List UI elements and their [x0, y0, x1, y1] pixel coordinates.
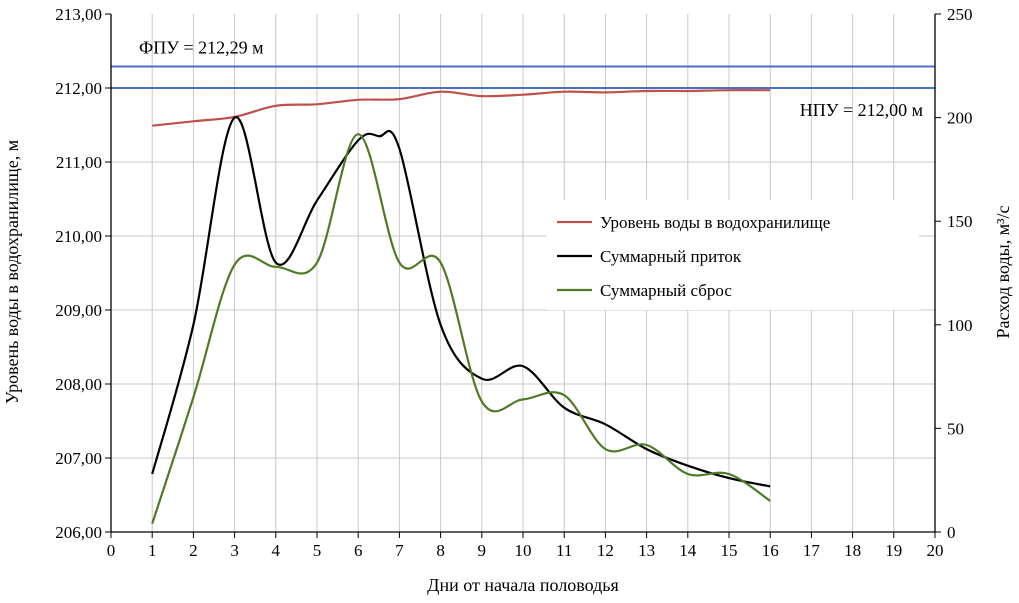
- y-right-tick-label: 50: [947, 419, 964, 438]
- x-tick-label: 2: [189, 541, 198, 560]
- legend: Уровень воды в водохранилище Суммарный пр…: [557, 213, 830, 300]
- tick-labels: 0 1 2 3 4 5 6 7 8 9 10 11 12 13 14 15 16 17 18 19 20206,0020…: [55, 5, 972, 560]
- x-tick-label: 3: [230, 541, 239, 560]
- x-tick-label: 19: [885, 541, 902, 560]
- y-left-tick-label: 206,00: [55, 523, 102, 542]
- x-tick-label: 10: [515, 541, 532, 560]
- y-right-axis-title: Расход воды, м³/с: [993, 205, 1013, 338]
- y-left-tick-label: 207,00: [55, 449, 102, 468]
- axes: [105, 13, 941, 538]
- series-layer: [151, 89, 771, 525]
- x-tick-label: 12: [597, 541, 614, 560]
- legend-label: Суммарный сброс: [600, 281, 732, 300]
- x-tick-label: 18: [844, 541, 861, 560]
- reference-line-label: ФПУ = 212,29 м: [139, 38, 264, 58]
- y-left-axis-title: Уровень воды в водохранилище, м: [2, 140, 22, 404]
- x-tick-label: 20: [927, 541, 944, 560]
- x-tick-label: 9: [478, 541, 487, 560]
- reference-line-label: НПУ = 212,00 м: [800, 100, 923, 120]
- y-right-tick-label: 150: [947, 212, 973, 231]
- x-tick-label: 8: [436, 541, 445, 560]
- x-tick-label: 11: [556, 541, 572, 560]
- y-left-tick-label: 210,00: [55, 227, 102, 246]
- y-left-tick-label: 208,00: [55, 375, 102, 394]
- legend-label: Уровень воды в водохранилище: [600, 213, 830, 232]
- y-right-tick-label: 250: [947, 5, 973, 24]
- legend-box: [547, 200, 919, 310]
- x-tick-label: 1: [148, 541, 157, 560]
- y-right-tick-label: 100: [947, 316, 973, 335]
- y-left-tick-label: 209,00: [55, 301, 102, 320]
- x-tick-label: 17: [803, 541, 821, 560]
- series-line-2: [151, 116, 771, 488]
- x-tick-label: 13: [638, 541, 655, 560]
- series-line-3: [151, 133, 771, 525]
- x-tick-label: 15: [721, 541, 738, 560]
- x-tick-label: 5: [313, 541, 322, 560]
- x-tick-label: 6: [354, 541, 363, 560]
- y-left-tick-label: 211,00: [56, 153, 102, 172]
- y-right-tick-label: 0: [947, 523, 956, 542]
- y-left-tick-label: 213,00: [55, 5, 102, 24]
- reference-lines: ФПУ = 212,29 м НПУ = 212,00 м: [111, 38, 935, 120]
- legend-label: Суммарный приток: [600, 247, 742, 266]
- x-tick-label: 14: [679, 541, 697, 560]
- y-right-tick-label: 200: [947, 109, 973, 128]
- x-tick-label: 0: [107, 541, 116, 560]
- y-left-tick-label: 212,00: [55, 79, 102, 98]
- x-tick-label: 16: [762, 541, 779, 560]
- series-line-1: [152, 89, 771, 127]
- x-axis-title: Дни от начала половодья: [427, 575, 619, 595]
- x-tick-label: 7: [395, 541, 404, 560]
- x-tick-label: 4: [272, 541, 281, 560]
